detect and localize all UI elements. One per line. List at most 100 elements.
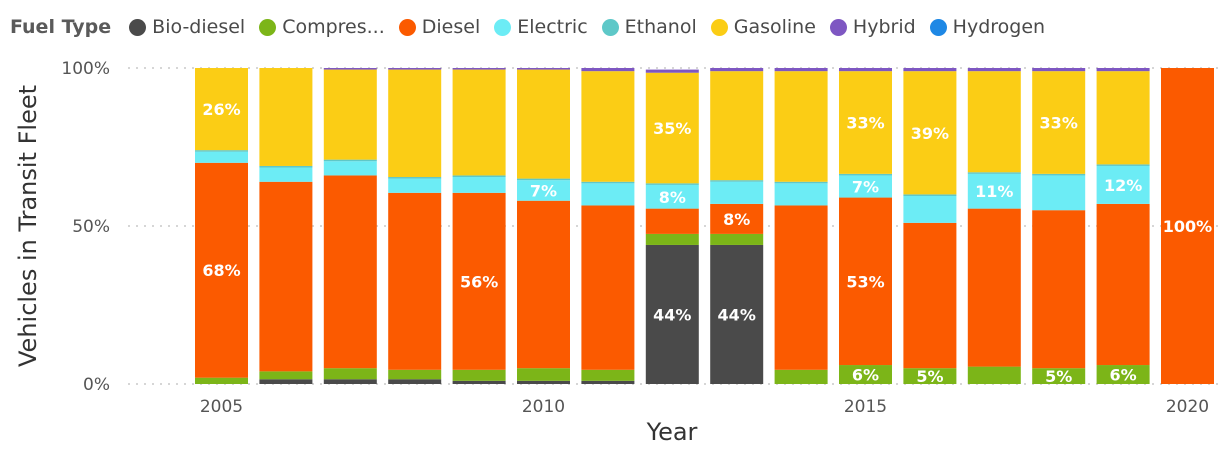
bar-segment[interactable] bbox=[581, 183, 635, 206]
bar-segment[interactable] bbox=[388, 68, 442, 70]
bar-segment[interactable] bbox=[839, 68, 892, 72]
bar-segment[interactable] bbox=[388, 192, 442, 370]
bar-segment[interactable] bbox=[967, 71, 1021, 173]
bar-segment[interactable] bbox=[452, 68, 506, 70]
bar-segment[interactable] bbox=[259, 181, 313, 372]
legend-item-electric[interactable]: Electric bbox=[494, 16, 588, 38]
bar-segment[interactable] bbox=[1096, 203, 1150, 366]
bar-segment[interactable] bbox=[903, 222, 957, 369]
bar-segment[interactable] bbox=[581, 71, 635, 182]
bar-segment[interactable] bbox=[323, 68, 377, 70]
bar-segment[interactable] bbox=[517, 368, 570, 381]
bar-segment[interactable] bbox=[967, 172, 1021, 174]
bar-segment[interactable] bbox=[259, 68, 313, 166]
bar-segment[interactable] bbox=[195, 162, 248, 378]
bar-segment[interactable] bbox=[388, 69, 442, 178]
bar-segment[interactable] bbox=[517, 178, 570, 181]
legend-item-gasoline[interactable]: Gasoline bbox=[710, 16, 816, 38]
bar-segment[interactable] bbox=[1096, 165, 1150, 204]
bar-segment[interactable] bbox=[195, 151, 248, 163]
bar-segment[interactable] bbox=[774, 71, 828, 182]
bar-segment[interactable] bbox=[774, 183, 828, 206]
bar-segment[interactable] bbox=[581, 369, 635, 381]
legend-item-hybrid[interactable]: Hybrid bbox=[829, 16, 916, 38]
bar-segment[interactable] bbox=[452, 177, 506, 193]
bar-segment[interactable] bbox=[517, 380, 570, 384]
bar-segment[interactable] bbox=[1032, 210, 1086, 369]
bar-segment[interactable] bbox=[195, 150, 248, 152]
bar-segment[interactable] bbox=[195, 377, 248, 384]
bar-segment[interactable] bbox=[452, 69, 506, 176]
bar-segment[interactable] bbox=[903, 194, 957, 196]
bar-segment[interactable] bbox=[839, 197, 892, 366]
bar-segment[interactable] bbox=[967, 208, 1021, 367]
bar-segment[interactable] bbox=[774, 369, 828, 384]
bar-segment[interactable] bbox=[388, 178, 442, 193]
bar-segment[interactable] bbox=[259, 167, 313, 182]
bar-segment[interactable] bbox=[710, 233, 764, 245]
bar-segment[interactable] bbox=[581, 181, 635, 184]
bar-segment[interactable] bbox=[645, 72, 699, 184]
bar-segment[interactable] bbox=[645, 233, 699, 245]
bar-segment[interactable] bbox=[903, 71, 957, 195]
legend-item-diesel[interactable]: Diesel bbox=[398, 16, 480, 38]
bar-segment[interactable] bbox=[710, 181, 764, 204]
bar-segment[interactable] bbox=[645, 69, 699, 73]
bar-segment[interactable] bbox=[1032, 173, 1086, 176]
bar-segment[interactable] bbox=[323, 379, 377, 384]
bar-segment[interactable] bbox=[517, 68, 570, 70]
bar-segment[interactable] bbox=[645, 244, 699, 384]
bar-segment[interactable] bbox=[1032, 71, 1086, 174]
bar-segment[interactable] bbox=[774, 181, 828, 184]
bar-segment[interactable] bbox=[1096, 71, 1150, 165]
bar-segment[interactable] bbox=[259, 379, 313, 384]
bar-segment[interactable] bbox=[581, 205, 635, 370]
legend-item-ethanol[interactable]: Ethanol bbox=[601, 16, 697, 38]
bar-segment[interactable] bbox=[452, 192, 506, 370]
bar-segment[interactable] bbox=[967, 68, 1021, 72]
bar-segment[interactable] bbox=[710, 244, 764, 384]
bar-segment[interactable] bbox=[967, 366, 1021, 384]
bar-segment[interactable] bbox=[967, 173, 1021, 209]
bar-segment[interactable] bbox=[388, 369, 442, 380]
bar-segment[interactable] bbox=[323, 159, 377, 162]
bar-segment[interactable] bbox=[1096, 68, 1150, 72]
bar-segment[interactable] bbox=[259, 371, 313, 380]
bar-segment[interactable] bbox=[903, 68, 957, 72]
bar-segment[interactable] bbox=[517, 180, 570, 201]
bar-segment[interactable] bbox=[710, 71, 764, 181]
bar-segment[interactable] bbox=[645, 183, 699, 185]
bar-segment[interactable] bbox=[1032, 368, 1086, 384]
bar-segment[interactable] bbox=[259, 165, 313, 168]
bar-segment[interactable] bbox=[1161, 68, 1214, 384]
bar-segment[interactable] bbox=[645, 208, 699, 234]
bar-segment[interactable] bbox=[452, 369, 506, 381]
bar-segment[interactable] bbox=[323, 161, 377, 176]
bar-segment[interactable] bbox=[839, 175, 892, 198]
bar-segment[interactable] bbox=[388, 177, 442, 179]
bar-segment[interactable] bbox=[1032, 175, 1086, 211]
bar-segment[interactable] bbox=[903, 195, 957, 223]
bar-segment[interactable] bbox=[581, 68, 635, 72]
bar-segment[interactable] bbox=[323, 69, 377, 160]
bar-segment[interactable] bbox=[839, 365, 892, 384]
bar-segment[interactable] bbox=[517, 69, 570, 179]
bar-segment[interactable] bbox=[1032, 68, 1086, 72]
bar-segment[interactable] bbox=[645, 184, 699, 209]
bar-segment[interactable] bbox=[452, 380, 506, 384]
bar-segment[interactable] bbox=[774, 205, 828, 370]
bar-segment[interactable] bbox=[1096, 164, 1150, 166]
bar-segment[interactable] bbox=[903, 368, 957, 384]
bar-segment[interactable] bbox=[839, 173, 892, 176]
bar-segment[interactable] bbox=[1096, 365, 1150, 384]
bar-segment[interactable] bbox=[710, 68, 764, 72]
legend-item-compressed[interactable]: Compres... bbox=[259, 16, 385, 38]
bar-segment[interactable] bbox=[323, 368, 377, 380]
bar-segment[interactable] bbox=[517, 200, 570, 369]
bar-segment[interactable] bbox=[323, 175, 377, 369]
bar-segment[interactable] bbox=[388, 379, 442, 384]
legend-item-hydrogen[interactable]: Hydrogen bbox=[929, 16, 1045, 38]
bar-segment[interactable] bbox=[195, 68, 248, 151]
bar-segment[interactable] bbox=[839, 71, 892, 174]
bar-segment[interactable] bbox=[581, 380, 635, 384]
